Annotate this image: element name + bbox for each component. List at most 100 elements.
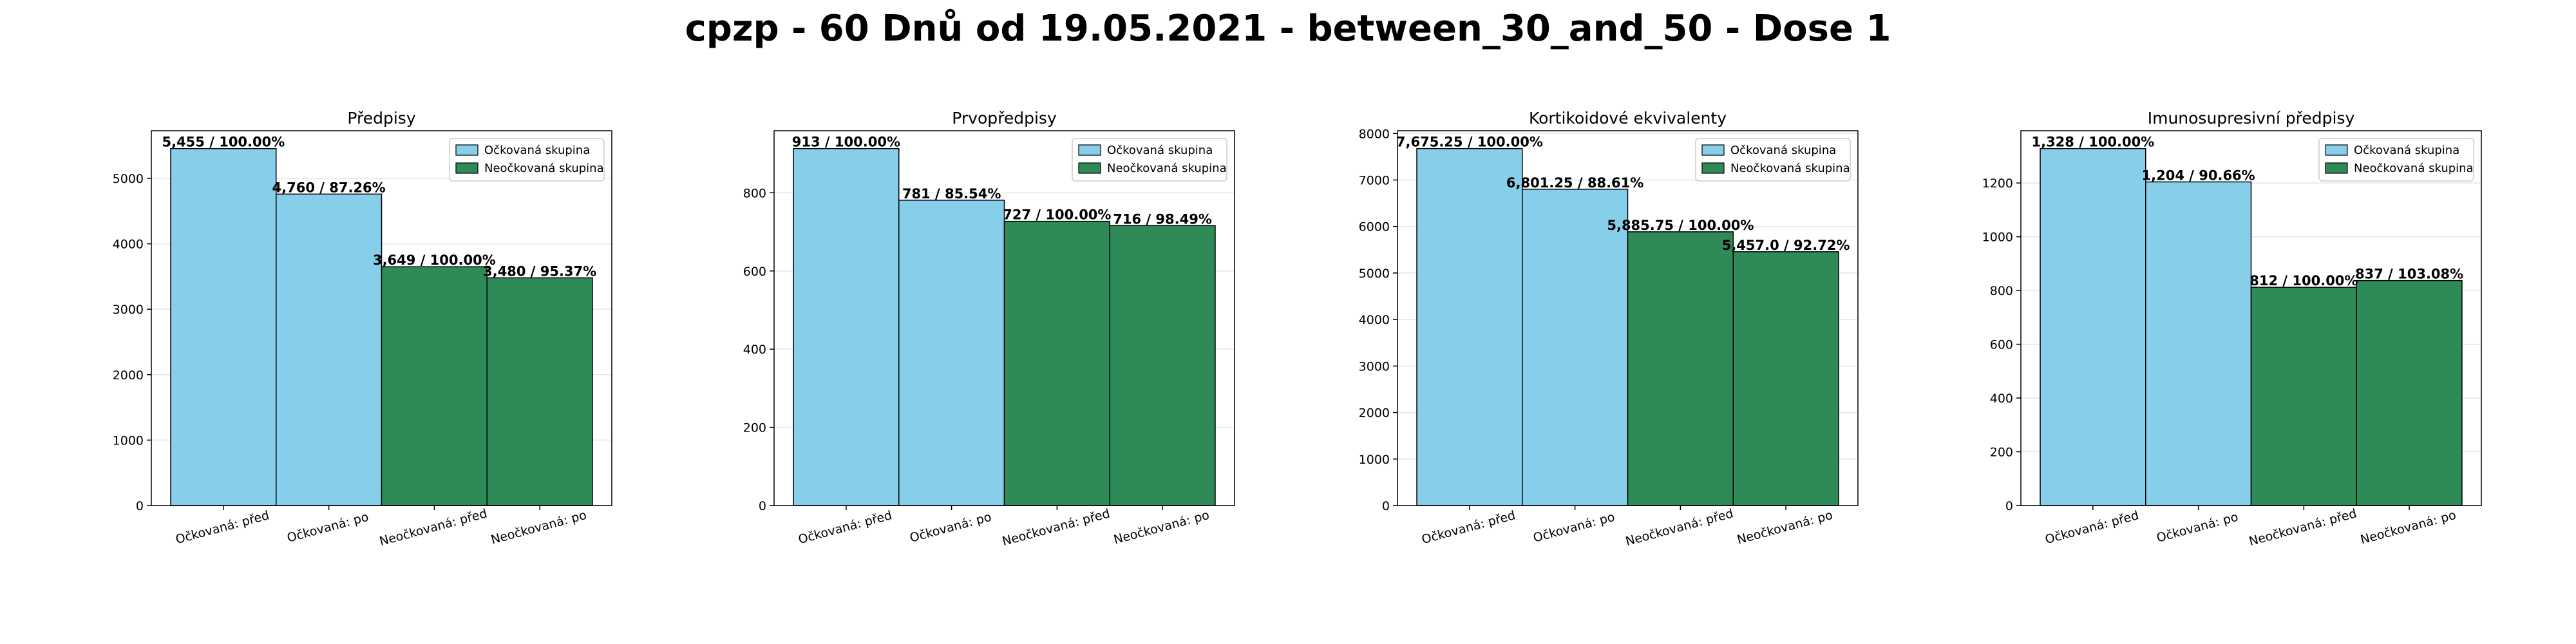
y-tick-label: 7000 (1359, 173, 1390, 187)
x-tick-label: Neočkovaná: před (1624, 506, 1735, 549)
data-label: 1,328 / 100.00% (2031, 135, 2154, 150)
y-tick-label: 0 (2005, 499, 2013, 513)
bar-ockovana-po (1522, 189, 1629, 506)
chart-imunosupresivni-predpisy: 0 200 400 600 800 1000 1200 Očkovaná: před Očkov… (1982, 109, 2482, 549)
y-tick-label: 5000 (1359, 267, 1390, 281)
legend: Očkovaná skupina Neočkovaná skupina (1072, 138, 1227, 182)
y-tick-label: 5000 (113, 172, 144, 186)
bar-ockovana-po (898, 200, 1005, 506)
legend-box (1072, 138, 1227, 182)
bar-neockovana-pred (2250, 287, 2357, 506)
chart-kortikoidove-ekvivalenty: 0 1000 2000 3000 4000 5000 6000 7000 8000 Očkovan… (1359, 109, 1859, 549)
y-tick-label: 800 (1990, 284, 2013, 298)
y-tick-label: 0 (1382, 499, 1390, 513)
y-tick-label: 8000 (1359, 127, 1390, 141)
data-label: 781 / 85.54% (902, 186, 1001, 202)
y-tick-label: 600 (743, 265, 766, 279)
x-tick-label: Očkovaná: po (285, 510, 370, 545)
data-label: 837 / 103.08% (2355, 267, 2463, 282)
data-label: 5,457.0 / 92.72% (1722, 238, 1850, 253)
y-tick-label: 6000 (1359, 220, 1390, 234)
legend: Očkovaná skupina Neočkovaná skupina (2318, 138, 2474, 182)
bar-ockovana-po (2145, 181, 2252, 506)
legend-swatch-vaccinated (1078, 144, 1101, 156)
y-tick-label: 600 (1990, 338, 2013, 352)
y-tick-label: 0 (759, 499, 766, 513)
figure-title: cpzp - 60 Dnů od 19.05.2021 - between_30… (685, 8, 1891, 50)
bar-neockovana-pred (1627, 231, 1734, 506)
data-label: 3,649 / 100.00% (373, 252, 496, 268)
data-label: 1,204 / 90.66% (2142, 167, 2255, 183)
y-tick-label: 1000 (1359, 453, 1390, 467)
y-tick-label: 2000 (1359, 406, 1390, 421)
y-tick-label: 4000 (1359, 313, 1390, 327)
bar-neockovana-po (486, 277, 593, 506)
x-tick-label: Neočkovaná: po (1112, 508, 1211, 547)
x-tick-label: Očkovaná: po (1531, 510, 1616, 545)
legend-label-vaccinated: Očkovaná skupina (1107, 144, 1213, 157)
y-tick-label: 1000 (1982, 231, 2013, 245)
x-tick-label: Neočkovaná: před (1001, 506, 1112, 549)
legend-label-unvaccinated: Neočkovaná skupina (484, 162, 604, 175)
y-tick-label: 200 (1990, 446, 2013, 460)
legend-swatch-vaccinated (2325, 144, 2348, 156)
x-tick-label: Neočkovaná: po (1736, 508, 1834, 547)
bar-neockovana-pred (1003, 220, 1110, 506)
bar-neockovana-po (1109, 225, 1216, 506)
y-tick-label: 3000 (1359, 359, 1390, 374)
y-tick-label: 400 (1990, 392, 2013, 406)
axes-frame (151, 130, 612, 506)
x-tick-label: Očkovaná: po (2155, 510, 2239, 545)
x-tick-label: Očkovaná: před (797, 508, 893, 547)
bar-ockovana-pred (793, 147, 900, 506)
legend-label-unvaccinated: Neočkovaná skupina (1107, 162, 1227, 175)
data-label: 5,455 / 100.00% (162, 135, 285, 150)
legend-swatch-unvaccinated (455, 162, 478, 174)
legend-label-unvaccinated: Neočkovaná skupina (2354, 162, 2474, 175)
data-label: 812 / 100.00% (2249, 273, 2358, 289)
bar-ockovana-pred (1416, 147, 1523, 506)
y-tick-label: 2000 (113, 368, 144, 383)
bar-ockovana-pred (170, 147, 277, 506)
data-label: 716 / 98.49% (1113, 211, 1212, 227)
y-tick-label: 800 (743, 186, 766, 200)
data-label: 6,801.25 / 88.61% (1506, 175, 1643, 191)
data-label: 3,480 / 95.37% (483, 263, 596, 279)
legend-box (449, 138, 605, 182)
data-label: 7,675.25 / 100.00% (1396, 135, 1543, 150)
y-tick-label: 4000 (113, 238, 144, 252)
chart-title: Předpisy (347, 109, 415, 128)
y-tick-label: 400 (743, 343, 766, 357)
legend-swatch-vaccinated (1701, 144, 1725, 156)
legend: Očkovaná skupina Neočkovaná skupina (449, 138, 605, 182)
y-tick-label: 1200 (1982, 176, 2013, 191)
legend-label-vaccinated: Očkovaná skupina (1730, 144, 1836, 157)
y-tick-label: 0 (136, 499, 144, 513)
y-tick-label: 3000 (113, 303, 144, 317)
x-tick-label: Očkovaná: před (2043, 508, 2140, 547)
legend-swatch-unvaccinated (1078, 162, 1101, 174)
legend-box (2318, 138, 2474, 182)
legend: Očkovaná skupina Neočkovaná skupina (1695, 138, 1851, 182)
x-tick-label: Neočkovaná: před (378, 506, 489, 549)
axes-frame (1397, 130, 1859, 506)
data-label: 913 / 100.00% (792, 135, 900, 150)
bar-neockovana-pred (381, 266, 488, 506)
legend-label-vaccinated: Očkovaná skupina (484, 144, 590, 157)
bar-neockovana-po (1732, 251, 1839, 506)
legend-label-vaccinated: Očkovaná skupina (2354, 144, 2459, 157)
y-tick-label: 1000 (113, 433, 144, 448)
legend-swatch-unvaccinated (2325, 162, 2348, 174)
bar-ockovana-po (276, 193, 383, 506)
y-tick-label: 200 (743, 421, 766, 435)
chart-title: Prvopředpisy (952, 109, 1057, 128)
chart-title: Kortikoidové ekvivalenty (1529, 109, 1727, 128)
x-tick-label: Neočkovaná: po (489, 508, 588, 547)
bar-ockovana-pred (2040, 147, 2146, 506)
chart-predpisy: 0 1000 2000 3000 4000 5000 Očkovaná: před Očkov… (113, 109, 612, 549)
axes-frame (2020, 130, 2482, 506)
x-tick-label: Neočkovaná: před (2248, 506, 2358, 549)
data-label: 727 / 100.00% (1003, 207, 1111, 223)
legend-swatch-unvaccinated (1701, 162, 1725, 174)
x-tick-label: Očkovaná: před (1420, 508, 1517, 547)
